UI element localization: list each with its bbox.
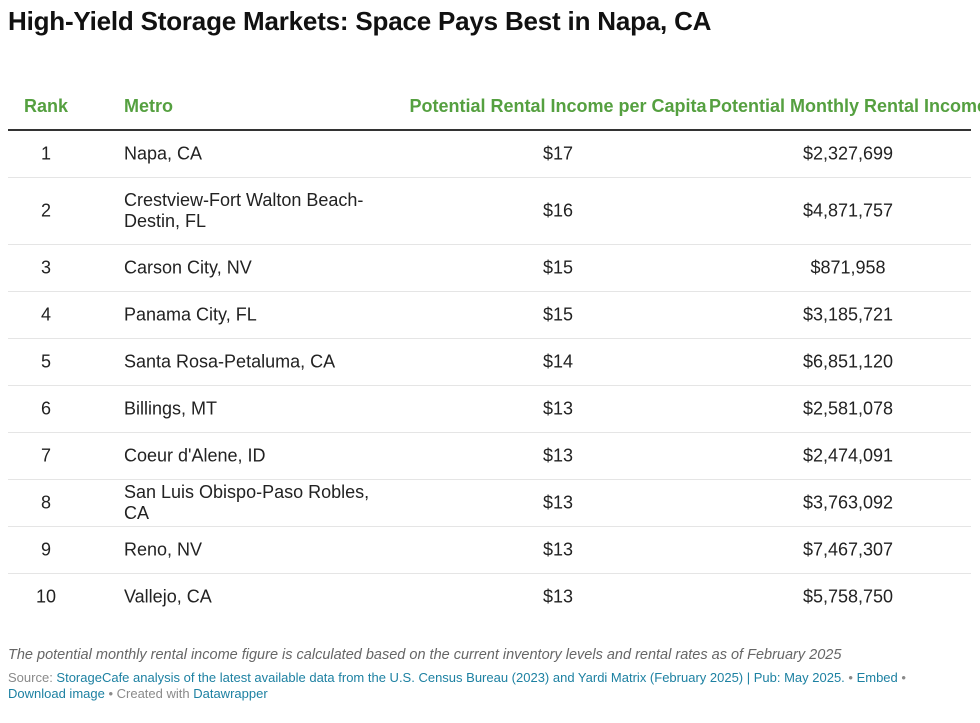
cell-metro: Crestview-Fort Walton Beach-Destin, FL	[124, 190, 364, 231]
data-table: Rank Metro Potential Rental Income per C…	[8, 70, 980, 620]
footnote: The potential monthly rental income figu…	[8, 647, 842, 663]
cell-monthly: $4,871,757	[802, 200, 894, 221]
table-row: 10 Vallejo, CA $13 $5,758,750	[8, 574, 971, 620]
cell-per-capita: $13	[542, 539, 574, 560]
download-image-link[interactable]: Download image	[8, 686, 105, 701]
cell-monthly: $5,758,750	[802, 586, 894, 607]
cell-rank: 8	[40, 492, 51, 513]
table-row: 3 Carson City, NV $15 $871,958	[8, 245, 971, 292]
cell-monthly: $2,581,078	[802, 398, 894, 419]
column-header-monthly[interactable]: Potential Monthly Rental Income	[708, 96, 980, 116]
column-header-rank[interactable]: Rank	[24, 96, 69, 116]
table-row: 8 San Luis Obispo-Paso Robles, CA $13 $3,76…	[8, 480, 971, 527]
cell-rank: 3	[40, 257, 51, 278]
cell-metro: Santa Rosa-Petaluma, CA	[124, 351, 336, 372]
cell-monthly: $7,467,307	[802, 539, 894, 560]
cell-rank: 6	[40, 398, 51, 419]
separator: •	[844, 670, 857, 685]
table-body: 1 Napa, CA $17 $2,327,699 2 Crestview-Fort Wa…	[8, 131, 971, 620]
cell-rank: 7	[40, 445, 51, 466]
cell-per-capita: $13	[542, 586, 574, 607]
cell-per-capita: $16	[542, 200, 574, 221]
cell-metro: Napa, CA	[124, 143, 203, 164]
source-label: Source:	[8, 670, 57, 685]
cell-per-capita: $15	[542, 304, 574, 325]
cell-rank: 9	[40, 539, 51, 560]
cell-rank: 10	[35, 586, 57, 607]
cell-metro: Panama City, FL	[124, 304, 257, 325]
cell-metro: Reno, NV	[124, 539, 203, 560]
created-with-label: • Created with	[104, 686, 194, 701]
cell-metro: Billings, MT	[124, 398, 218, 419]
table-row: 9 Reno, NV $13 $7,467,307	[8, 527, 971, 574]
cell-monthly: $3,185,721	[802, 304, 894, 325]
cell-per-capita: $15	[542, 257, 574, 278]
table-row: 2 Crestview-Fort Walton Beach-Destin, FL $…	[8, 178, 971, 245]
cell-per-capita: $17	[542, 143, 574, 164]
chart-title: High-Yield Storage Markets: Space Pays B…	[8, 6, 712, 36]
cell-monthly: $871,958	[810, 257, 886, 278]
cell-monthly: $2,474,091	[802, 445, 894, 466]
table-row: 6 Billings, MT $13 $2,581,078	[8, 386, 971, 433]
cell-per-capita: $14	[542, 351, 574, 372]
table-row: 4 Panama City, FL $15 $3,185,721	[8, 292, 971, 339]
table-row: 1 Napa, CA $17 $2,327,699	[8, 131, 971, 178]
separator: •	[897, 670, 906, 685]
cell-monthly: $3,763,092	[802, 492, 894, 513]
source-link[interactable]: StorageCafe analysis of the latest avail…	[56, 670, 845, 685]
cell-rank: 2	[40, 200, 51, 221]
cell-monthly: $2,327,699	[802, 143, 894, 164]
column-header-metro[interactable]: Metro	[124, 96, 173, 116]
cell-rank: 5	[40, 351, 51, 372]
cell-monthly: $6,851,120	[802, 351, 894, 372]
cell-metro: San Luis Obispo-Paso Robles, CA	[124, 482, 370, 523]
cell-per-capita: $13	[542, 445, 574, 466]
cell-rank: 4	[40, 304, 51, 325]
cell-metro: Coeur d'Alene, ID	[124, 445, 266, 466]
cell-per-capita: $13	[542, 492, 574, 513]
column-header-per-capita[interactable]: Potential Rental Income per Capita	[409, 96, 707, 116]
cell-metro: Carson City, NV	[124, 257, 252, 278]
cell-rank: 1	[40, 143, 51, 164]
table-header: Rank Metro Potential Rental Income per C…	[8, 70, 980, 131]
datawrapper-link[interactable]: Datawrapper	[193, 686, 268, 701]
cell-metro: Vallejo, CA	[124, 586, 212, 607]
table-row: 7 Coeur d'Alene, ID $13 $2,474,091	[8, 433, 971, 480]
source-line: Source: StorageCafe analysis of the late…	[8, 670, 968, 702]
embed-link[interactable]: Embed	[856, 670, 898, 685]
table-row: 5 Santa Rosa-Petaluma, CA $14 $6,851,120	[8, 339, 971, 386]
cell-per-capita: $13	[542, 398, 574, 419]
